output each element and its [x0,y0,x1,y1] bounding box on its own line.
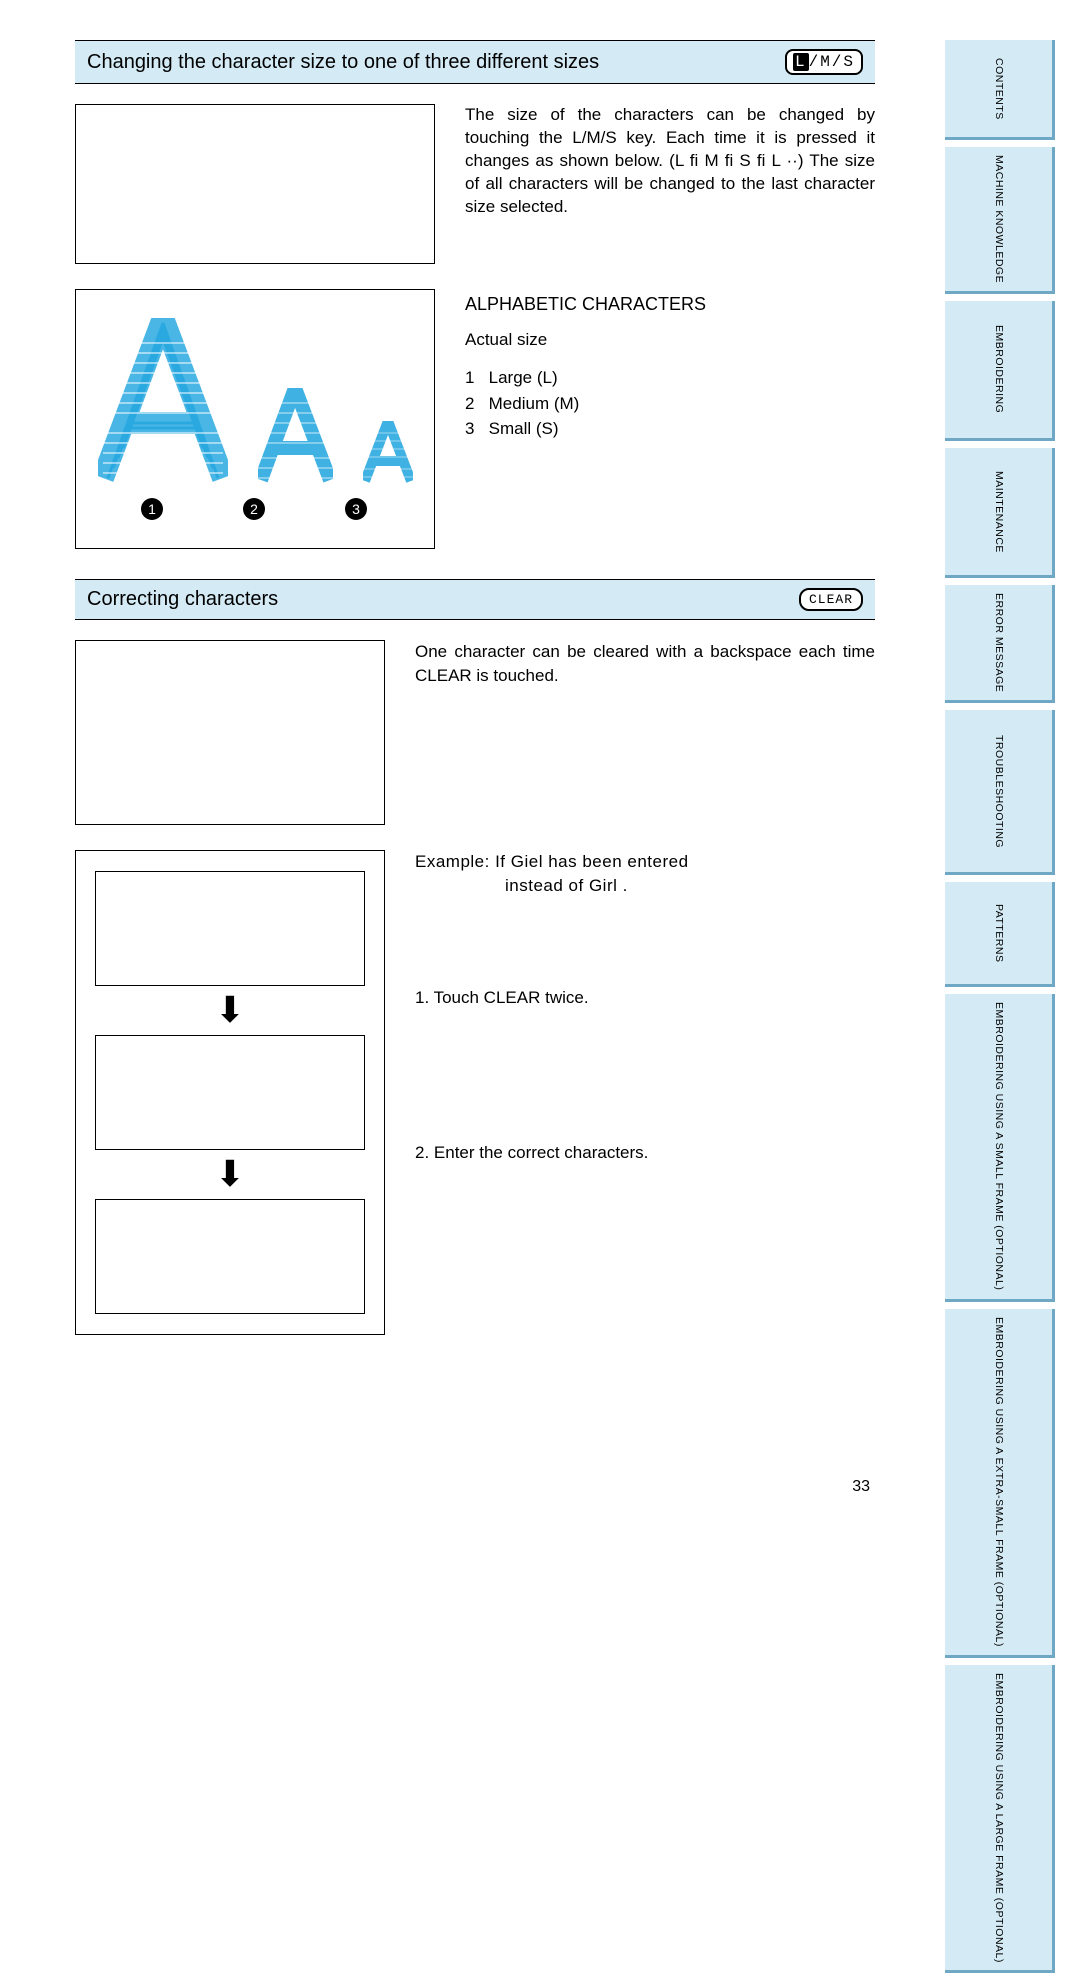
alpha-subhead: Actual size [465,330,875,350]
alpha-markers: 1 2 3 [96,498,414,520]
example-right: Example: If Giel has been entered instea… [415,850,875,1335]
example-step-1: 1. Touch CLEAR twice. [415,988,875,1008]
section1-row: The size of the characters can be change… [75,104,875,264]
section-header-size: Changing the character size to one of th… [75,40,875,84]
side-tabs: CONTENTS MACHINE KNOWLEDGE EMBROIDERING … [945,40,1055,1973]
clear-icon: CLEAR [799,588,863,611]
alpha-sizes: 1 Large (L) 2 Medium (M) 3 Small (S) [465,365,875,442]
letter-a-large [98,318,228,483]
marker-1: 1 [141,498,163,520]
example-row: ⬇ ⬇ Example: If Giel has been entered in… [75,850,875,1335]
alpha-letters [98,318,413,483]
letter-a-small [363,421,413,483]
lms-icon: L/M/S [785,49,863,75]
section1-title: Changing the character size to one of th… [87,51,785,74]
alpha-box: 1 2 3 [75,289,435,549]
tab-patterns[interactable]: PATTERNS [945,882,1055,987]
page-number: 33 [852,1478,870,1496]
example-box-3 [95,1199,365,1314]
section2-row: One character can be cleared with a back… [75,640,875,825]
tab-troubleshooting[interactable]: TROUBLESHOOTING [945,710,1055,875]
alpha-heading: ALPHABETIC CHARACTERS [465,294,875,315]
tab-machine-knowledge[interactable]: MACHINE KNOWLEDGE [945,147,1055,294]
screen-placeholder-2 [75,640,385,825]
marker-2: 2 [243,498,265,520]
example-left: ⬇ ⬇ [75,850,385,1335]
section1-body: The size of the characters can be change… [465,104,875,264]
tab-small-frame[interactable]: EMBROIDERING USING A SMALL FRAME (OPTION… [945,994,1055,1301]
example-box-2 [95,1035,365,1150]
example-head: Example: If Giel has been entered instea… [415,850,875,898]
marker-3: 3 [345,498,367,520]
alpha-right: ALPHABETIC CHARACTERS Actual size 1 Larg… [465,289,875,549]
size-row-3: 3 Small (S) [465,416,875,442]
tab-maintenance[interactable]: MAINTENANCE [945,448,1055,578]
down-arrow-icon: ⬇ [215,1160,245,1189]
main-content: Changing the character size to one of th… [75,40,875,1335]
section-header-correcting: Correcting characters CLEAR [75,579,875,620]
size-row-2: 2 Medium (M) [465,391,875,417]
tab-contents[interactable]: CONTENTS [945,40,1055,140]
tab-large-frame[interactable]: EMBROIDERING USING A LARGE FRAME (OPTION… [945,1665,1055,1973]
alpha-section: 1 2 3 ALPHABETIC CHARACTERS Actual size … [75,289,875,549]
tab-extra-small-frame[interactable]: EMBROIDERING USING A EXTRA-SMALL FRAME (… [945,1309,1055,1658]
size-row-1: 1 Large (L) [465,365,875,391]
letter-a-medium [258,388,333,483]
section2-title: Correcting characters [87,588,799,611]
example-box-1 [95,871,365,986]
tab-embroidering[interactable]: EMBROIDERING [945,301,1055,441]
section2-body: One character can be cleared with a back… [415,640,875,825]
example-step-2: 2. Enter the correct characters. [415,1143,875,1163]
tab-error-message[interactable]: ERROR MESSAGE [945,585,1055,703]
down-arrow-icon: ⬇ [215,996,245,1025]
screen-placeholder-1 [75,104,435,264]
